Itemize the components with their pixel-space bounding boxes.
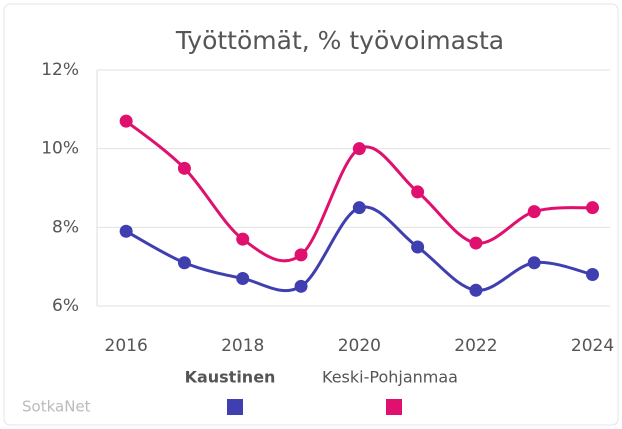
chart-title: Työttömät, % työvoimasta (175, 26, 504, 55)
point (411, 240, 425, 254)
x-tick-label: 2018 (221, 336, 264, 356)
y-tick-label: 10% (41, 139, 79, 159)
point (177, 161, 191, 175)
point (177, 256, 191, 270)
y-tick-label: 12% (41, 60, 79, 80)
point (586, 201, 600, 215)
point (352, 201, 366, 215)
x-tick-label: 2024 (571, 336, 614, 356)
legend-swatch (386, 399, 402, 415)
x-tick-label: 2020 (338, 336, 381, 356)
legend-label: Kaustinen (185, 368, 276, 387)
point (411, 185, 425, 199)
y-tick-label: 6% (52, 296, 79, 316)
frame (3, 3, 619, 426)
source: SotkaNet (22, 398, 91, 416)
point (119, 114, 133, 128)
point (586, 268, 600, 282)
point (119, 224, 133, 238)
y-tick-label: 8% (52, 217, 79, 237)
legend-swatch (227, 399, 243, 415)
legend-label: Keski-Pohjanmaa (322, 368, 458, 387)
x-tick-label: 2022 (454, 336, 497, 356)
point (527, 205, 541, 219)
point (236, 232, 250, 246)
point (352, 142, 366, 156)
point (294, 279, 308, 293)
point (469, 283, 483, 297)
x-tick-label: 2016 (105, 336, 148, 356)
point (527, 256, 541, 270)
point (294, 248, 308, 262)
point (469, 236, 483, 250)
point (236, 271, 250, 285)
